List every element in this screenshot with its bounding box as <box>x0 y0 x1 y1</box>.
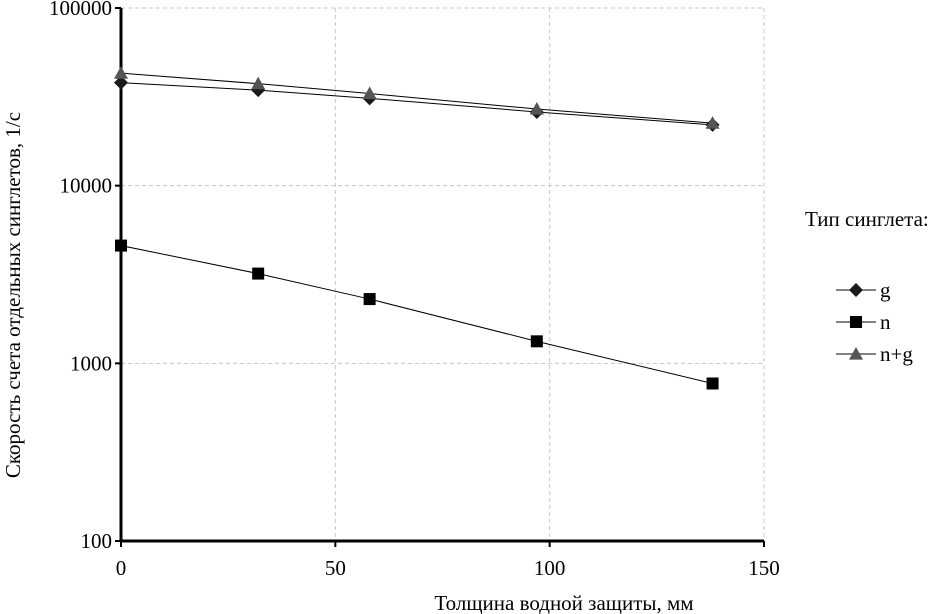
data-point <box>114 75 128 90</box>
x-tick-label: 100 <box>534 556 566 580</box>
axes <box>119 8 764 543</box>
series-g <box>114 75 720 132</box>
tick-labels: 100 1000 10000 100000 0 50 100 150 <box>49 0 780 580</box>
x-tick-label: 150 <box>748 556 780 580</box>
y-axis-label: Скорость счета отдельных синглетов, 1/с <box>1 112 25 478</box>
grid <box>121 7 765 541</box>
series-n <box>115 239 719 390</box>
data-point <box>362 86 377 100</box>
series <box>114 66 720 390</box>
x-tick-label: 0 <box>116 556 127 580</box>
data-point <box>252 267 265 280</box>
data-point <box>706 377 719 390</box>
legend: Тип синглета: gn n+g <box>805 207 929 366</box>
y-tick-label: 10000 <box>60 174 113 198</box>
data-point <box>705 116 720 129</box>
series-n-plus-g <box>114 66 720 129</box>
legend-item: g <box>836 278 891 302</box>
y-tick-label: 100 <box>81 529 113 553</box>
legend-item: n+g <box>836 342 913 366</box>
data-point <box>529 102 544 115</box>
series-line <box>120 82 713 126</box>
legend-marker <box>849 347 863 360</box>
x-tick-label: 50 <box>325 556 346 580</box>
legend-title: Тип синглета: <box>805 207 929 231</box>
data-point <box>251 76 266 90</box>
legend-label: n <box>880 310 891 334</box>
legend-marker <box>850 316 862 328</box>
y-tick-label: 100000 <box>49 0 112 20</box>
y-tick-label: 1000 <box>70 351 112 375</box>
legend-label: g <box>880 278 891 302</box>
data-point <box>363 293 376 306</box>
data-point <box>115 239 127 252</box>
series-line <box>120 245 713 384</box>
data-point <box>114 66 128 79</box>
x-axis-label: Толщина водной защиты, мм <box>434 591 693 614</box>
series-line <box>120 72 713 124</box>
legend-label: n+g <box>880 342 913 366</box>
legend-marker <box>849 283 863 297</box>
data-point <box>530 335 543 348</box>
legend-item: n <box>836 310 891 334</box>
